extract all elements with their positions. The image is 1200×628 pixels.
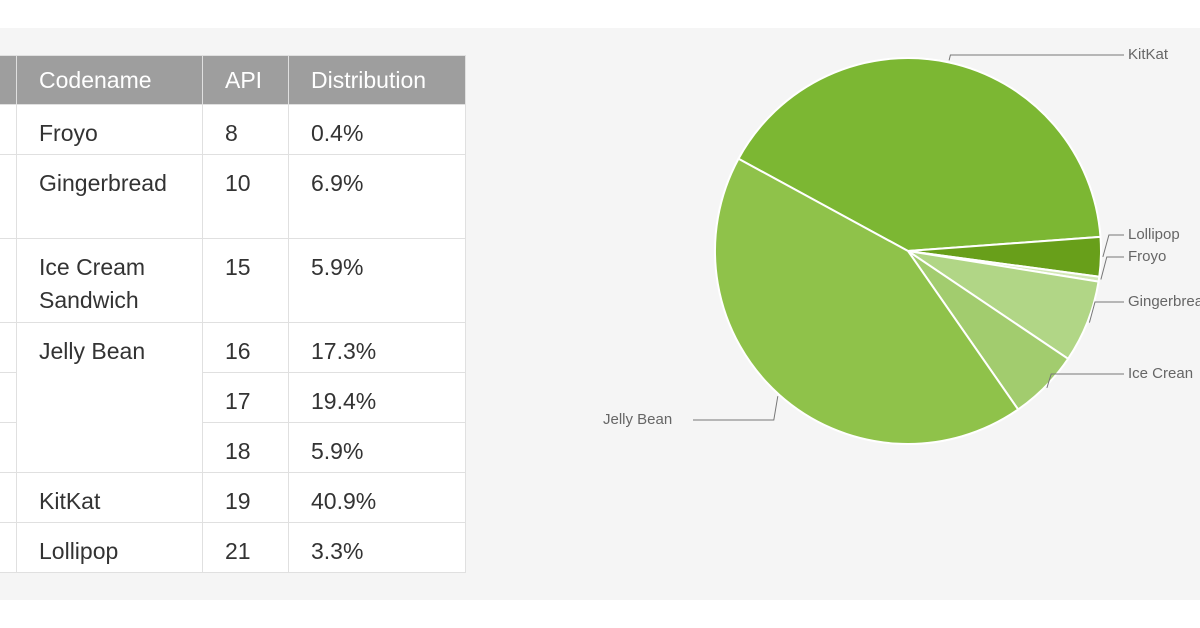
api-cell: 18 [202, 422, 289, 473]
codename-cell: Ice Cream Sandwich [16, 238, 203, 323]
table-row: 17 19.4% [0, 372, 466, 423]
leader-kitkat [948, 54, 1124, 61]
table-row: 18 5.9% [0, 422, 466, 473]
pie-label-gingerbread: Gingerbrea [1128, 293, 1200, 310]
header-distribution: Distribution [288, 55, 466, 105]
distribution-cell: 6.9% [288, 154, 466, 239]
pie-label-froyo: Froyo [1128, 248, 1166, 265]
table-header-row: Codename API Distribution [0, 55, 466, 105]
pie-label-lollipop: Lollipop [1128, 226, 1180, 243]
distribution-cell: 5.9% [288, 238, 466, 323]
codename-cell: Lollipop [16, 522, 203, 573]
header-codename: Codename [16, 55, 203, 105]
api-cell: 15 [202, 238, 289, 323]
table-row: Lollipop 21 3.3% [0, 522, 466, 573]
leader-lollipop [1102, 234, 1124, 258]
distribution-cell: 17.3% [288, 322, 466, 373]
distribution-table: Codename API Distribution Froyo 8 0.4% G… [0, 55, 466, 573]
pie-label-jelly-bean: Jelly Bean [603, 411, 672, 428]
table-row: Gingerbread 10 6.9% [0, 154, 466, 239]
header-version [0, 55, 17, 105]
pie-slice-jelly-bean [714, 157, 1020, 445]
api-cell: 10 [202, 154, 289, 239]
pie-label-ice-cream-sandwich: Ice Crean [1128, 365, 1193, 382]
api-cell: 16 [202, 322, 289, 373]
leader-gingerbread [1088, 301, 1124, 323]
api-cell: 21 [202, 522, 289, 573]
codename-cell: KitKat [16, 472, 203, 523]
leader-jelly-bean [693, 396, 779, 421]
distribution-cell: 3.3% [288, 522, 466, 573]
leader-froyo [1100, 256, 1124, 280]
leader-ice-cream-sandwich [1046, 373, 1124, 389]
pie-label-kitkat: KitKat [1128, 46, 1169, 63]
table-row: Ice Cream Sandwich 15 5.9% [0, 238, 466, 323]
pie-slice-kitkat [737, 56, 1102, 253]
distribution-cell: 19.4% [288, 372, 466, 423]
distribution-cell: 0.4% [288, 104, 466, 155]
distribution-cell: 5.9% [288, 422, 466, 473]
